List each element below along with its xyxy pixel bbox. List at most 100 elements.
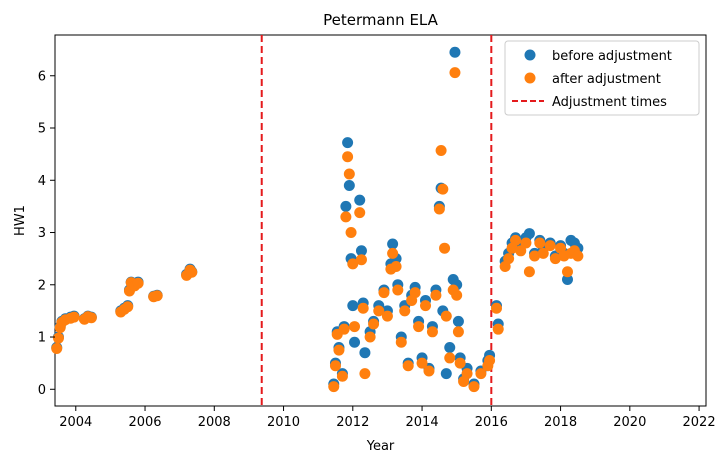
y-tick-label: 3: [38, 226, 46, 241]
after-adjustment-point: [413, 321, 425, 333]
y-tick-label: 2: [38, 278, 46, 293]
after-adjustment-point: [529, 250, 541, 262]
x-tick-label: 2018: [544, 415, 577, 430]
before-adjustment-point: [347, 300, 359, 312]
after-adjustment-point: [399, 305, 411, 317]
after-adjustment-point: [454, 357, 466, 369]
x-tick-label: 2004: [59, 415, 92, 430]
after-adjustment-point: [426, 326, 438, 338]
adjustment-lines: [260, 35, 493, 406]
after-adjustment-point: [439, 242, 451, 254]
after-adjustment-point: [561, 266, 573, 278]
x-axis-ticks: 2004 2006 2008 2010 2012 2014 2016 2018 2020 2022: [59, 406, 716, 430]
after-adjustment-point: [186, 266, 198, 278]
after-adjustment-point: [387, 247, 399, 259]
before-adjustment-point: [561, 274, 573, 286]
x-tick-label: 2020: [613, 415, 646, 430]
after-adjustment-point: [537, 247, 549, 259]
x-tick-label: 2014: [406, 415, 439, 430]
plot-area: [54, 34, 707, 407]
after-adjustment-point: [484, 355, 496, 367]
x-tick-label: 2012: [336, 415, 369, 430]
legend-marker-before: [524, 49, 536, 61]
after-adjustment-point: [409, 287, 421, 299]
after-adjustment-point: [468, 381, 480, 393]
after-adjustment-point: [349, 321, 361, 333]
x-tick-label: 2008: [198, 415, 231, 430]
after-adjustment-point: [51, 343, 63, 355]
after-adjustment-point: [475, 368, 487, 380]
after-adjustment-point: [449, 67, 461, 79]
after-adjustment-point: [52, 332, 64, 344]
before-adjustment-point: [449, 46, 461, 58]
legend-label-adjustment: Adjustment times: [552, 95, 667, 110]
x-tick-label: 2006: [128, 415, 161, 430]
after-adjustment-point: [420, 300, 432, 312]
before-adjustment-point: [340, 200, 352, 212]
after-adjustment-point: [359, 368, 371, 380]
before-adjustment-point: [359, 347, 371, 359]
after-adjustment-point: [395, 336, 407, 348]
after-adjustment-point: [338, 323, 350, 335]
after-adjustment-point: [520, 237, 532, 249]
after-adjustment-point: [342, 151, 354, 163]
after-adjustment-point: [549, 253, 561, 265]
legend: before adjustment after adjustment Adjus…: [504, 40, 700, 116]
before-adjustment-point: [343, 179, 355, 191]
after-adjustment-point: [515, 245, 527, 257]
after-adjustment-point: [437, 183, 449, 195]
before-adjustment-point: [342, 137, 354, 149]
x-axis-label: Year: [366, 439, 395, 454]
before-adjustment-point: [349, 336, 361, 348]
after-adjustment-point: [402, 360, 414, 372]
x-tick-label: 2010: [267, 415, 300, 430]
after-adjustment-point: [523, 266, 535, 278]
after-adjustment-point: [122, 301, 134, 313]
after-adjustment-point: [85, 312, 97, 324]
before-adjustment-point: [444, 341, 456, 353]
legend-box: [504, 40, 700, 116]
after-adjustment-point: [336, 370, 348, 382]
after-adjustment-point: [572, 250, 584, 262]
y-tick-label: 1: [38, 331, 46, 346]
y-tick-label: 6: [38, 69, 46, 84]
after-adjustment-point: [381, 310, 393, 322]
after-adjustment-point: [544, 240, 556, 252]
y-tick-label: 4: [38, 174, 46, 189]
after-adjustment-point: [534, 237, 546, 249]
after-adjustment-point: [373, 305, 385, 317]
after-adjustment-point: [340, 211, 352, 223]
after-adjustment-point: [151, 290, 163, 302]
after-adjustment-point: [378, 287, 390, 299]
before-adjustment-point: [354, 194, 366, 206]
y-tick-label: 5: [38, 122, 46, 137]
after-adjustment-point: [328, 381, 340, 393]
before-adjustment-series: [51, 46, 584, 390]
after-adjustment-point: [451, 289, 463, 301]
after-adjustment-point: [452, 326, 464, 338]
after-adjustment-point: [433, 203, 445, 215]
after-adjustment-point: [510, 234, 522, 246]
after-adjustment-point: [440, 310, 452, 322]
after-adjustment-point: [390, 260, 402, 272]
after-adjustment-point: [461, 368, 473, 380]
after-adjustment-point: [368, 318, 380, 330]
after-adjustment-point: [364, 331, 376, 343]
after-adjustment-point: [503, 253, 515, 265]
after-adjustment-point: [444, 352, 456, 364]
after-adjustment-point: [333, 344, 345, 356]
after-adjustment-point: [423, 365, 435, 377]
after-adjustment-point: [355, 254, 367, 266]
after-adjustment-series: [51, 67, 584, 393]
before-adjustment-point: [387, 238, 399, 250]
y-axis-ticks: 0 1 2 3 4 5 6: [38, 69, 55, 398]
after-adjustment-point: [68, 311, 80, 323]
after-adjustment-point: [491, 302, 503, 314]
y-axis-label: HW1: [13, 205, 28, 236]
legend-label-before: before adjustment: [552, 49, 672, 64]
after-adjustment-point: [392, 284, 404, 296]
after-adjustment-point: [132, 277, 144, 289]
after-adjustment-point: [343, 168, 355, 180]
after-adjustment-point: [345, 227, 357, 239]
